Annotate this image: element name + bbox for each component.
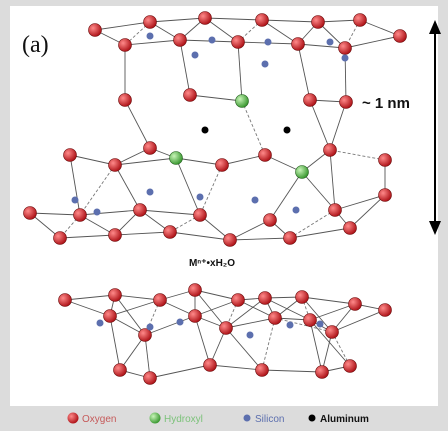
oxygen-atom: [119, 39, 132, 52]
oxygen-atom: [184, 89, 197, 102]
oxygen-atom: [284, 232, 297, 245]
silicon-atom: [147, 189, 154, 196]
oxygen-atom: [339, 42, 352, 55]
oxygen-atom: [296, 291, 309, 304]
oxygen-atom: [189, 310, 202, 323]
oxygen-atom: [144, 372, 157, 385]
oxygen-atom: [216, 159, 229, 172]
oxygen-atom: [189, 284, 202, 297]
panel-label: (a): [22, 32, 49, 58]
oxygen-atom: [109, 229, 122, 242]
oxygen-atom: [344, 360, 357, 373]
silicon-atom: [317, 321, 324, 328]
oxygen-atom: [394, 30, 407, 43]
diagram: (a) ~ 1 nm Mⁿ⁺•xH₂O Oxygen Hydroxyl Sili…: [0, 0, 448, 431]
oxygen-atom: [259, 292, 272, 305]
legend-swatch: [68, 413, 79, 424]
oxygen-atom: [154, 294, 167, 307]
silicon-atom: [177, 319, 184, 326]
silicon-atom: [247, 332, 254, 339]
aluminum-atom: [202, 127, 209, 134]
silicon-atom: [197, 194, 204, 201]
oxygen-atom: [326, 326, 339, 339]
oxygen-atom: [324, 144, 337, 157]
oxygen-atom: [114, 364, 127, 377]
interlayer-label: Mⁿ⁺•xH₂O: [189, 258, 235, 269]
oxygen-atom: [24, 207, 37, 220]
oxygen-atom: [104, 310, 117, 323]
oxygen-atom: [59, 294, 72, 307]
legend-label: Silicon: [255, 414, 284, 425]
silicon-atom: [147, 324, 154, 331]
hydroxyl-atom: [170, 152, 183, 165]
oxygen-atom: [312, 16, 325, 29]
oxygen-atom: [340, 96, 353, 109]
oxygen-atom: [174, 34, 187, 47]
silicon-atom: [342, 55, 349, 62]
legend-label: Aluminum: [320, 414, 369, 425]
oxygen-atom: [379, 304, 392, 317]
legend-swatch: [244, 415, 251, 422]
silicon-atom: [252, 197, 259, 204]
oxygen-atom: [164, 226, 177, 239]
oxygen-atom: [379, 189, 392, 202]
oxygen-atom: [292, 38, 305, 51]
oxygen-atom: [109, 159, 122, 172]
legend-label: Hydroxyl: [164, 414, 203, 425]
oxygen-atom: [199, 12, 212, 25]
oxygen-atom: [232, 36, 245, 49]
oxygen-atom: [316, 366, 329, 379]
silicon-atom: [147, 33, 154, 40]
oxygen-atom: [354, 14, 367, 27]
silicon-atom: [287, 322, 294, 329]
oxygen-atom: [256, 14, 269, 27]
oxygen-atom: [259, 149, 272, 162]
aluminum-atom: [284, 127, 291, 134]
oxygen-atom: [144, 16, 157, 29]
legend-label: Oxygen: [82, 414, 116, 425]
oxygen-atom: [379, 154, 392, 167]
legend-swatch: [309, 415, 316, 422]
oxygen-atom: [119, 94, 132, 107]
oxygen-atom: [74, 209, 87, 222]
oxygen-atom: [224, 234, 237, 247]
oxygen-atom: [109, 289, 122, 302]
scale-label: ~ 1 nm: [362, 95, 410, 112]
silicon-atom: [192, 52, 199, 59]
oxygen-atom: [220, 322, 233, 335]
oxygen-atom: [269, 312, 282, 325]
silicon-atom: [209, 37, 216, 44]
silicon-atom: [327, 39, 334, 46]
silicon-atom: [72, 197, 79, 204]
oxygen-atom: [329, 204, 342, 217]
oxygen-atom: [264, 214, 277, 227]
silicon-atom: [265, 39, 272, 46]
silicon-atom: [262, 61, 269, 68]
oxygen-atom: [194, 209, 207, 222]
silicon-atom: [293, 207, 300, 214]
oxygen-atom: [232, 294, 245, 307]
oxygen-atom: [64, 149, 77, 162]
hydroxyl-atom: [236, 95, 249, 108]
hydroxyl-atom: [296, 166, 309, 179]
silicon-atom: [94, 209, 101, 216]
oxygen-atom: [89, 24, 102, 37]
oxygen-atom: [304, 314, 317, 327]
oxygen-atom: [349, 298, 362, 311]
oxygen-atom: [256, 364, 269, 377]
oxygen-atom: [144, 142, 157, 155]
oxygen-atom: [304, 94, 317, 107]
silicon-atom: [97, 320, 104, 327]
legend-swatch: [150, 413, 161, 424]
oxygen-atom: [134, 204, 147, 217]
oxygen-atom: [204, 359, 217, 372]
oxygen-atom: [54, 232, 67, 245]
oxygen-atom: [344, 222, 357, 235]
